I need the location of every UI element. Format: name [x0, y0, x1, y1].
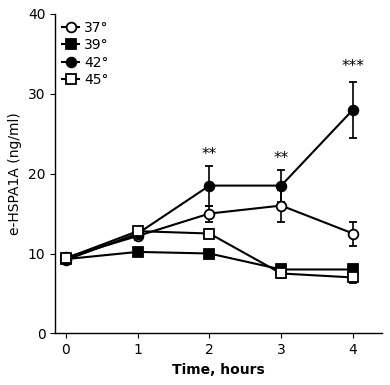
Text: ***: ***: [342, 59, 364, 74]
Y-axis label: e-HSPA1A (ng/ml): e-HSPA1A (ng/ml): [8, 112, 22, 235]
Text: **: **: [202, 147, 217, 162]
X-axis label: Time, hours: Time, hours: [172, 363, 265, 377]
Legend: 37°, 39°, 42°, 45°: 37°, 39°, 42°, 45°: [59, 18, 112, 90]
Text: **: **: [274, 151, 289, 166]
